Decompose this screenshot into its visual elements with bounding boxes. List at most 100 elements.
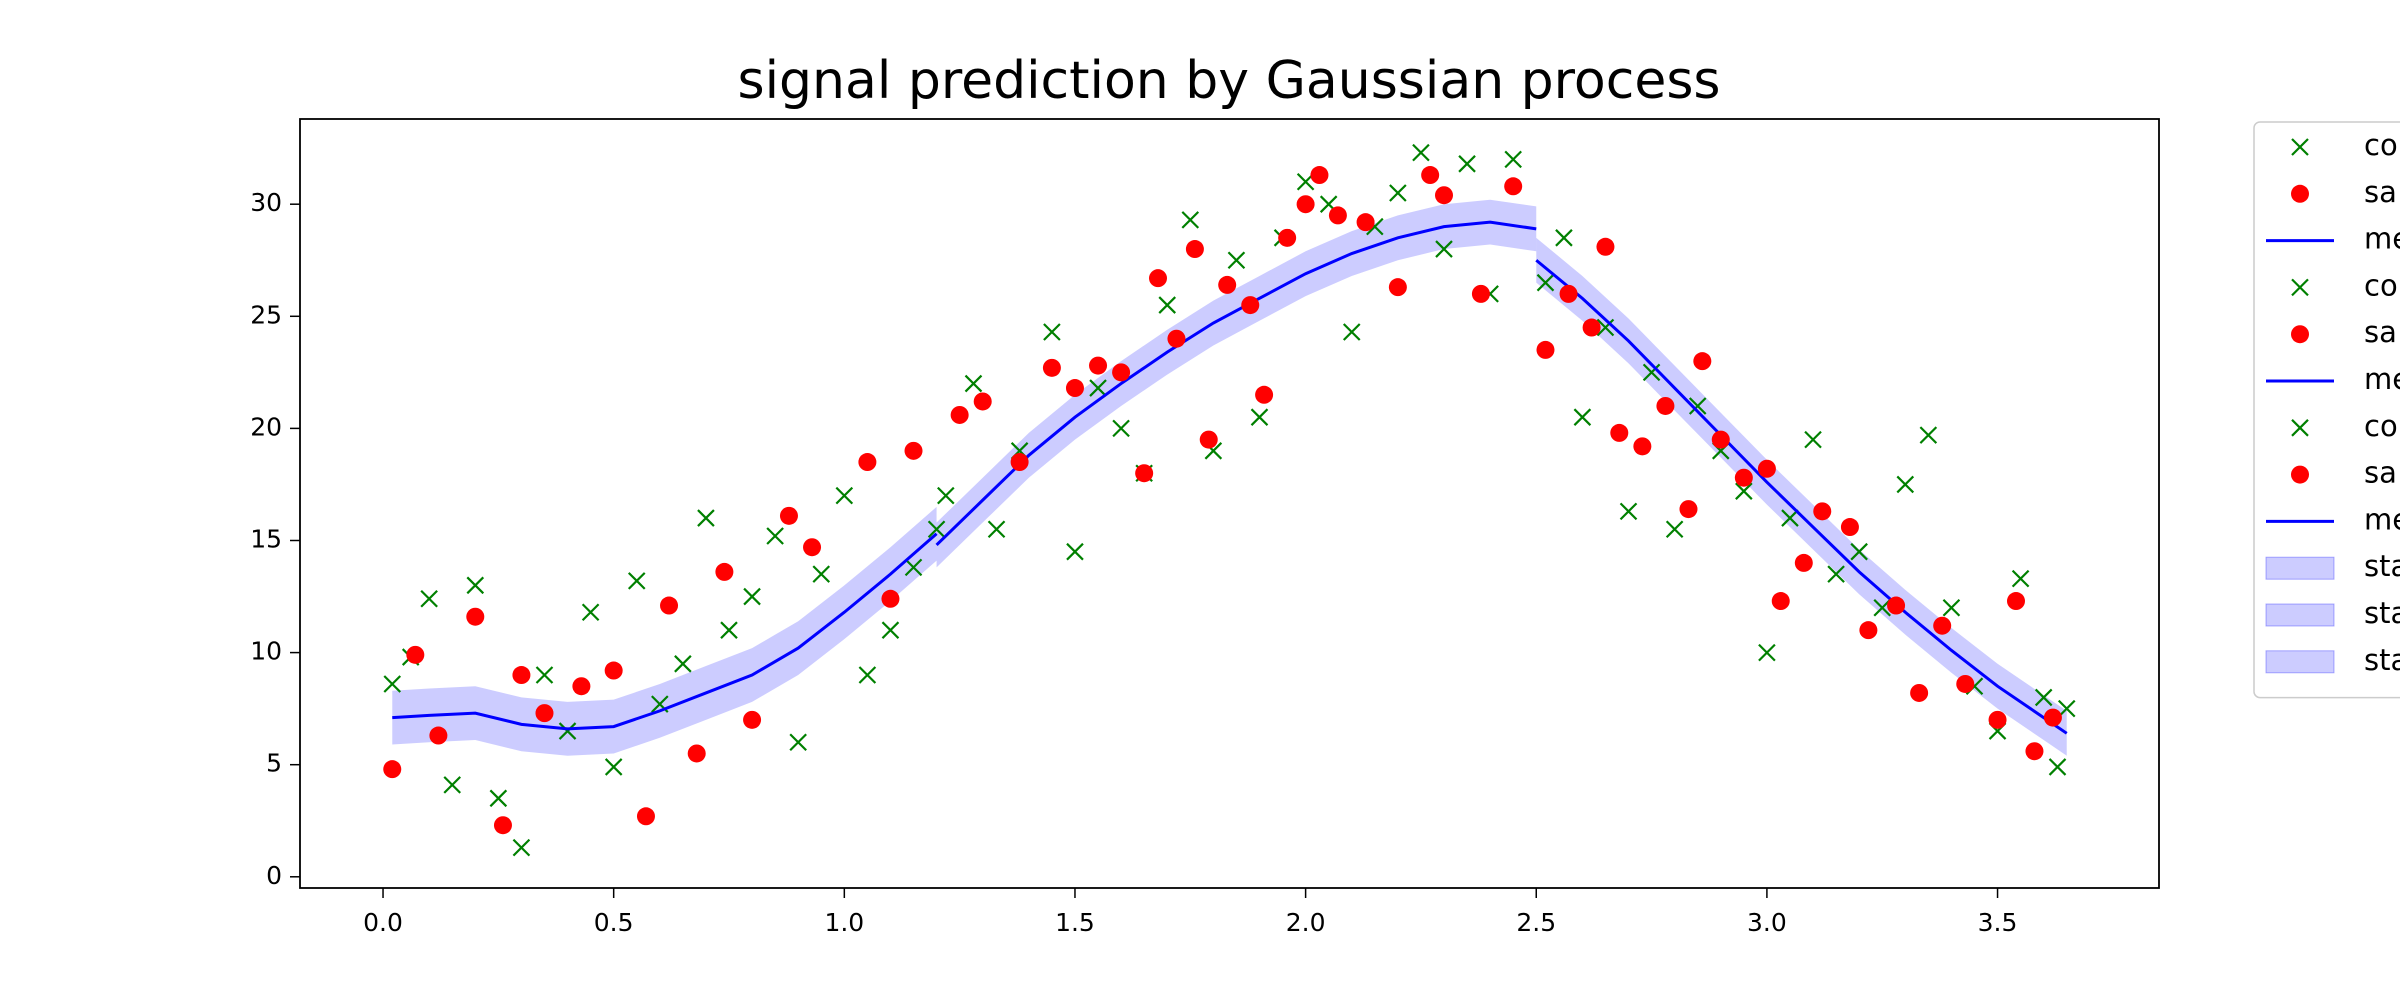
y-tick-label: 30 bbox=[250, 188, 282, 217]
correct-point bbox=[1688, 397, 1707, 415]
legend-label: sta bbox=[2364, 549, 2400, 583]
sample-point bbox=[2007, 592, 2025, 611]
correct-point bbox=[1112, 419, 1130, 438]
sample-point bbox=[1065, 379, 1084, 398]
correct-point bbox=[2057, 699, 2076, 718]
correct-point bbox=[1066, 542, 1084, 561]
correct-point bbox=[466, 576, 485, 595]
correct-point bbox=[1873, 598, 1892, 617]
legend-marker bbox=[2291, 278, 2309, 297]
legend-label: me bbox=[2364, 502, 2400, 536]
legend-marker bbox=[2291, 419, 2309, 437]
sample-point bbox=[1471, 284, 1490, 303]
legend-marker bbox=[2265, 603, 2335, 627]
sample-point bbox=[973, 392, 992, 411]
correct-point bbox=[1642, 363, 1661, 382]
y-tick-label: 0 bbox=[266, 861, 282, 890]
correct-point bbox=[1827, 565, 1845, 583]
sample-point bbox=[1813, 502, 1832, 521]
sample-point bbox=[1296, 195, 1315, 214]
plot-frame bbox=[299, 118, 2160, 889]
legend-label: me bbox=[2364, 222, 2400, 256]
correct-point bbox=[1412, 143, 1430, 162]
correct-point bbox=[835, 486, 854, 505]
sample-point bbox=[1435, 186, 1453, 205]
correct-point bbox=[1227, 251, 1246, 270]
correct-point bbox=[858, 666, 877, 684]
sample-point bbox=[1042, 358, 1061, 377]
sample-point bbox=[1278, 228, 1297, 247]
correct-point bbox=[604, 758, 623, 776]
correct-point bbox=[766, 527, 784, 545]
plot-area bbox=[383, 143, 2076, 857]
sample-point bbox=[1596, 237, 1615, 256]
sample-point bbox=[1988, 710, 2007, 729]
sample-point bbox=[1328, 206, 1347, 225]
correct-point bbox=[743, 587, 761, 606]
sample-point bbox=[1255, 385, 1274, 404]
std-band bbox=[936, 199, 1537, 568]
correct-point bbox=[383, 675, 402, 693]
sample-point bbox=[1910, 683, 1929, 702]
correct-point bbox=[1573, 408, 1592, 426]
correct-point bbox=[720, 621, 738, 639]
legend-label: co bbox=[2364, 128, 2398, 162]
y-tick-label: 5 bbox=[266, 749, 282, 778]
correct-point bbox=[1735, 482, 1753, 500]
sample-point bbox=[1135, 464, 1154, 483]
sample-point bbox=[636, 807, 655, 826]
correct-point bbox=[1389, 184, 1407, 202]
correct-point bbox=[489, 789, 508, 808]
sample-point bbox=[1679, 500, 1698, 519]
correct-point bbox=[1458, 155, 1476, 173]
x-tick-label: 2.5 bbox=[1516, 908, 1556, 937]
y-tick-label: 20 bbox=[250, 412, 282, 441]
legend-label: co bbox=[2364, 409, 2398, 443]
x-tick-label: 1.5 bbox=[1055, 908, 1095, 937]
x-tick-label: 0.0 bbox=[363, 908, 403, 937]
y-tick-label: 10 bbox=[250, 637, 282, 666]
correct-point bbox=[987, 520, 1006, 539]
mean-line bbox=[935, 220, 1537, 547]
correct-point bbox=[535, 666, 554, 684]
sample-point bbox=[1794, 553, 1813, 572]
correct-point bbox=[1536, 273, 1555, 292]
correct-point bbox=[1619, 502, 1638, 521]
sample-point bbox=[604, 661, 623, 680]
correct-point bbox=[1942, 598, 1961, 617]
correct-point bbox=[937, 486, 955, 505]
correct-point bbox=[1596, 318, 1615, 337]
correct-point bbox=[1758, 643, 1776, 662]
legend-marker bbox=[2291, 325, 2309, 344]
sample-point bbox=[779, 506, 798, 525]
correct-point bbox=[2048, 758, 2067, 776]
x-tick-label: 3.5 bbox=[1978, 908, 2018, 937]
legend-label: sa bbox=[2364, 175, 2397, 209]
sample-point bbox=[535, 704, 554, 723]
correct-point bbox=[1919, 426, 1938, 444]
sample-point bbox=[1633, 437, 1652, 456]
correct-point bbox=[420, 590, 438, 608]
chart-title: signal prediction by Gaussian process bbox=[738, 51, 1721, 111]
correct-point bbox=[812, 565, 831, 583]
correct-point bbox=[558, 722, 577, 740]
y-tick-label: 25 bbox=[250, 300, 282, 329]
sample-point bbox=[1610, 423, 1629, 442]
sample-point bbox=[572, 677, 591, 696]
correct-point bbox=[1804, 430, 1822, 449]
sample-point bbox=[1757, 459, 1776, 478]
sample-point bbox=[1734, 468, 1753, 487]
sample-point bbox=[743, 710, 762, 729]
sample-point bbox=[1356, 213, 1375, 232]
legend-marker bbox=[2291, 184, 2309, 203]
y-tick-label: 15 bbox=[250, 524, 282, 553]
sample-point bbox=[429, 726, 448, 745]
sample-point bbox=[904, 441, 923, 460]
legend-marker bbox=[2265, 650, 2335, 674]
sample-point bbox=[1388, 278, 1407, 297]
sample-point bbox=[1504, 177, 1523, 196]
legend-label: sa bbox=[2364, 315, 2397, 349]
correct-point bbox=[1089, 379, 1107, 397]
